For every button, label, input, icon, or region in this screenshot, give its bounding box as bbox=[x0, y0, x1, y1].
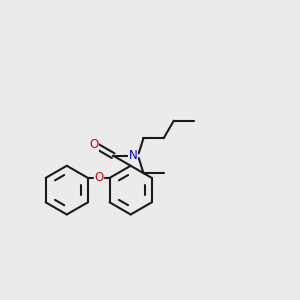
Text: O: O bbox=[90, 138, 99, 152]
Text: O: O bbox=[94, 171, 104, 184]
Text: N: N bbox=[129, 149, 138, 162]
